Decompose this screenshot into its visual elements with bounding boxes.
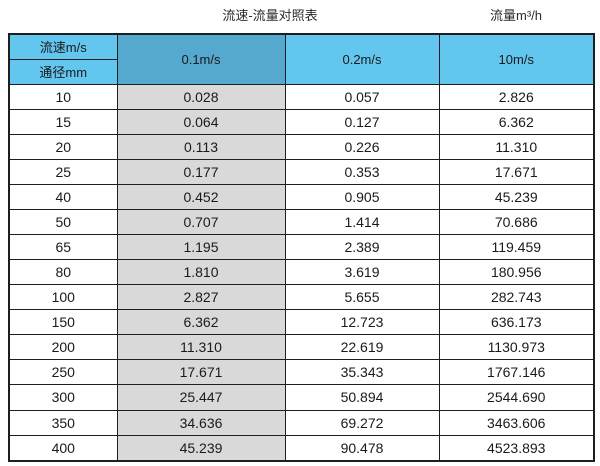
- flow-value-cell: 1.195: [116, 233, 286, 261]
- flow-value-cell: 6.362: [438, 108, 595, 135]
- header-row-bottom: 通径mm: [8, 58, 594, 85]
- table-row: 400 45.239 90.478 4523.893: [8, 434, 595, 462]
- flow-value-cell: 2.826: [438, 83, 595, 110]
- table-row: 100 2.827 5.655 282.743: [8, 284, 595, 311]
- flow-value-cell: 34.636: [116, 409, 286, 436]
- flow-value-cell: 45.239: [116, 434, 286, 462]
- table-row: 25 0.177 0.353 17.671: [8, 158, 595, 185]
- flow-value-cell: 3463.606: [438, 409, 595, 436]
- flow-value-cell: 0.452: [116, 183, 286, 210]
- diameter-cell: 65: [8, 233, 118, 261]
- flow-value-cell: 6.362: [116, 309, 286, 336]
- flow-value-cell: 0.905: [284, 183, 440, 210]
- flow-value-cell: 12.723: [284, 309, 440, 336]
- diameter-cell: 10: [8, 83, 118, 110]
- diameter-cell: 150: [8, 309, 118, 336]
- flow-value-cell: 69.272: [284, 409, 440, 436]
- flow-value-cell: 0.028: [116, 83, 286, 110]
- flow-value-cell: 5.655: [284, 284, 440, 311]
- table-row: 300 25.447 50.894 2544.690: [8, 384, 595, 411]
- flow-value-cell: 0.057: [284, 83, 440, 110]
- flow-value-cell: 70.686: [438, 208, 595, 235]
- flow-unit-label: 流量m³/h: [489, 8, 543, 23]
- flow-value-cell: 2.389: [284, 233, 440, 261]
- flow-value-cell: 2544.690: [438, 384, 595, 411]
- header-row-top: 流速m/s 0.1m/s 0.2m/s 10m/s: [8, 33, 595, 85]
- flow-value-cell: 0.353: [284, 158, 440, 185]
- diameter-cell: 350: [8, 409, 118, 436]
- flow-value-cell: 0.064: [116, 108, 286, 135]
- diameter-cell: 300: [8, 384, 118, 411]
- header-velocity-label: 流速m/s: [8, 33, 118, 60]
- header-col-0-2ms: 0.2m/s: [284, 33, 440, 85]
- flow-value-cell: 1767.146: [438, 359, 595, 386]
- flow-value-cell: 4523.893: [438, 434, 595, 462]
- flow-value-cell: 17.671: [438, 158, 595, 185]
- header-diameter-label: 通径mm: [8, 58, 118, 85]
- diameter-cell: 100: [8, 284, 118, 311]
- flow-value-cell: 3.619: [284, 259, 440, 286]
- flow-value-cell: 1130.973: [438, 334, 595, 361]
- flow-value-cell: 0.707: [116, 208, 286, 235]
- header-col-0-1ms: 0.1m/s: [116, 33, 286, 85]
- flow-value-cell: 119.459: [438, 233, 595, 261]
- flow-value-cell: 282.743: [438, 284, 595, 311]
- flow-value-cell: 90.478: [284, 434, 440, 462]
- flow-value-cell: 17.671: [116, 359, 286, 386]
- flow-value-cell: 50.894: [284, 384, 440, 411]
- diameter-cell: 40: [8, 183, 118, 210]
- flow-value-cell: 25.447: [116, 384, 286, 411]
- flow-value-cell: 636.173: [438, 309, 595, 336]
- flow-value-cell: 1.414: [284, 208, 440, 235]
- flow-value-cell: 35.343: [284, 359, 440, 386]
- flow-value-cell: 45.239: [438, 183, 595, 210]
- table-row: 200 11.310 22.619 1130.973: [8, 334, 595, 361]
- table-title: 流速-流量对照表: [222, 8, 318, 23]
- flow-value-cell: 22.619: [284, 334, 440, 361]
- table-row: 40 0.452 0.905 45.239: [8, 183, 595, 210]
- header-col-10ms: 10m/s: [438, 33, 595, 85]
- flow-rate-table: 流速m/s 0.1m/s 0.2m/s 10m/s 通径mm 10 0.028 0.…: [8, 33, 595, 462]
- diameter-cell: 20: [8, 133, 118, 160]
- table-row: 20 0.113 0.226 11.310: [8, 133, 595, 160]
- diameter-cell: 250: [8, 359, 118, 386]
- flow-value-cell: 0.226: [284, 133, 440, 160]
- flow-value-cell: 180.956: [438, 259, 595, 286]
- table-body: 10 0.028 0.057 2.826 15 0.064 0.127 6.362 20 0.11…: [8, 83, 595, 462]
- diameter-cell: 50: [8, 208, 118, 235]
- table-row: 350 34.636 69.272 3463.606: [8, 409, 595, 436]
- table-row: 15 0.064 0.127 6.362: [8, 108, 595, 135]
- table-row: 80 1.810 3.619 180.956: [8, 259, 595, 286]
- flow-value-cell: 0.113: [116, 133, 286, 160]
- diameter-cell: 80: [8, 259, 118, 286]
- flow-value-cell: 11.310: [116, 334, 286, 361]
- flow-value-cell: 1.810: [116, 259, 286, 286]
- table-row: 10 0.028 0.057 2.826: [8, 83, 595, 110]
- diameter-cell: 400: [8, 434, 118, 462]
- flow-value-cell: 11.310: [438, 133, 595, 160]
- diameter-cell: 15: [8, 108, 118, 135]
- flow-value-cell: 2.827: [116, 284, 286, 311]
- table-header: 流速m/s 0.1m/s 0.2m/s 10m/s 通径mm: [8, 33, 595, 85]
- diameter-cell: 200: [8, 334, 118, 361]
- table-row: 150 6.362 12.723 636.173: [8, 309, 595, 336]
- table-row: 65 1.195 2.389 119.459: [8, 233, 595, 261]
- diameter-cell: 25: [8, 158, 118, 185]
- table-row: 50 0.707 1.414 70.686: [8, 208, 595, 235]
- flow-value-cell: 0.127: [284, 108, 440, 135]
- flow-value-cell: 0.177: [116, 158, 286, 185]
- table-row: 250 17.671 35.343 1767.146: [8, 359, 595, 386]
